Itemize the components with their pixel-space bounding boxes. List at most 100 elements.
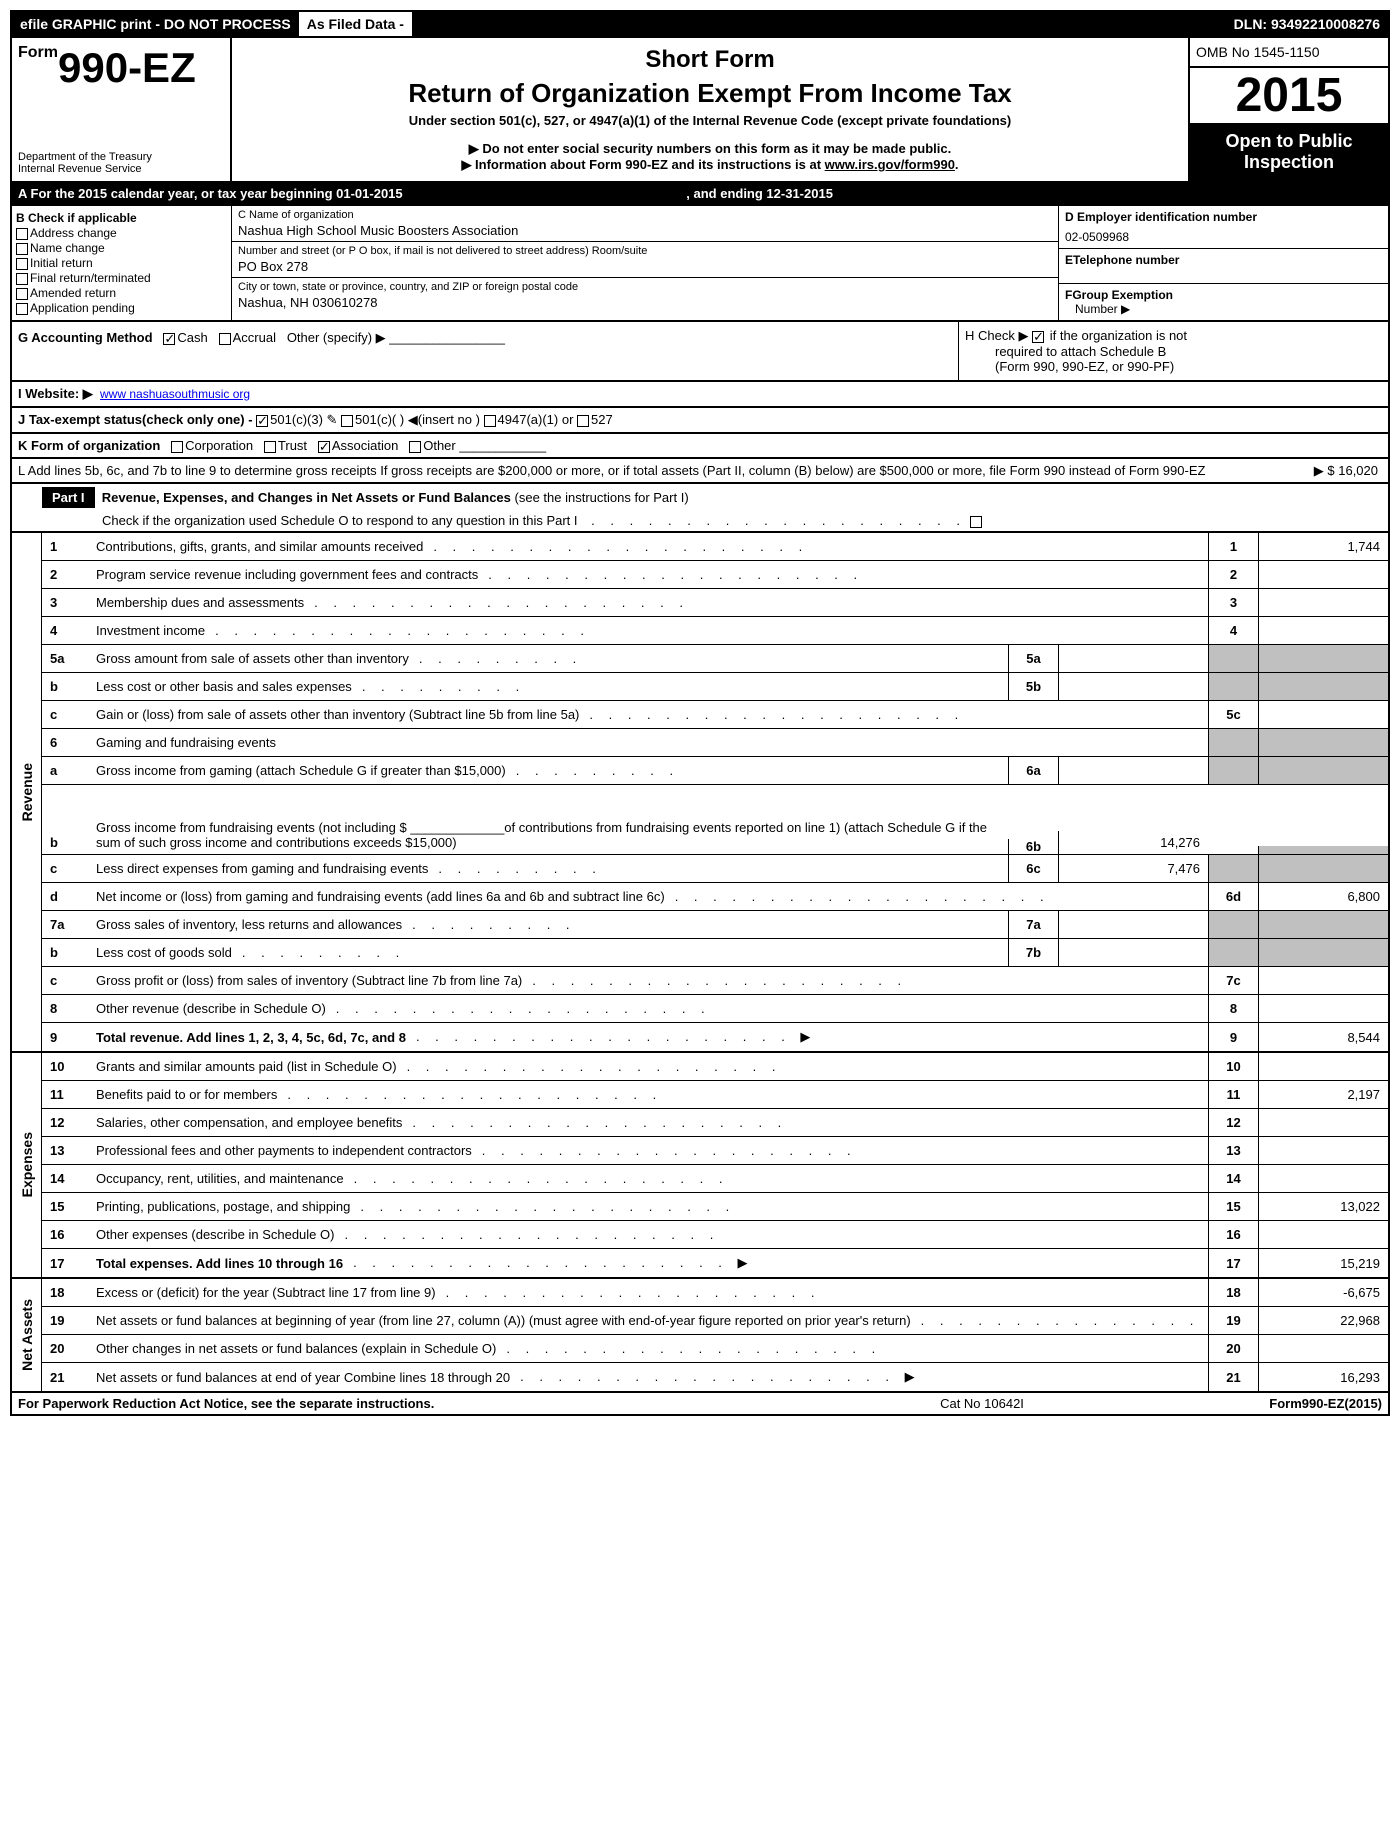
check-accrual[interactable] xyxy=(219,333,231,345)
sub-box-value xyxy=(1058,673,1208,700)
line-c: c Gross profit or (loss) from sales of i… xyxy=(42,967,1388,995)
line-box-label: 21 xyxy=(1208,1363,1258,1391)
netassets-label-col: Net Assets xyxy=(12,1279,42,1391)
header-left: Form990-EZ Department of the Treasury In… xyxy=(12,38,232,181)
line-num: c xyxy=(42,855,92,882)
line-desc: Gaming and fundraising events xyxy=(92,729,1208,756)
check-name-change[interactable]: Name change xyxy=(16,241,227,255)
line-num: 6 xyxy=(42,729,92,756)
part-1-header: Part I Revenue, Expenses, and Changes in… xyxy=(10,484,1390,533)
check-schedule-o[interactable] xyxy=(970,516,982,528)
footer-notice: For Paperwork Reduction Act Notice, see … xyxy=(18,1396,832,1411)
omb-number: OMB No 1545-1150 xyxy=(1190,38,1388,68)
line-desc: Total revenue. Add lines 1, 2, 3, 4, 5c,… xyxy=(92,1023,1208,1051)
line-desc: Less direct expenses from gaming and fun… xyxy=(92,855,1008,882)
part-1-title: Revenue, Expenses, and Changes in Net As… xyxy=(102,490,511,505)
line-box-value xyxy=(1258,1137,1388,1164)
line-num: 17 xyxy=(42,1249,92,1277)
check-schedule-b[interactable] xyxy=(1032,331,1044,343)
sub-box-value xyxy=(1058,645,1208,672)
line-desc: Total expenses. Add lines 10 through 16 … xyxy=(92,1249,1208,1277)
sub-box-value xyxy=(1058,757,1208,784)
row-a-tax-year: A For the 2015 calendar year, or tax yea… xyxy=(10,183,1390,206)
line-box-label: 11 xyxy=(1208,1081,1258,1108)
line-18: 18 Excess or (deficit) for the year (Sub… xyxy=(42,1279,1388,1307)
line-desc: Grants and similar amounts paid (list in… xyxy=(92,1053,1208,1080)
line-box-label: 10 xyxy=(1208,1053,1258,1080)
line-3: 3 Membership dues and assessments . . . … xyxy=(42,589,1388,617)
check-501c3[interactable] xyxy=(256,415,268,427)
sub-box-value: 14,276 xyxy=(1058,831,1208,854)
line-6: 6 Gaming and fundraising events xyxy=(42,729,1388,757)
check-initial-return[interactable]: Initial return xyxy=(16,256,227,270)
shaded-box xyxy=(1208,673,1258,700)
line-20: 20 Other changes in net assets or fund b… xyxy=(42,1335,1388,1363)
check-cash[interactable] xyxy=(163,333,175,345)
check-4947[interactable] xyxy=(484,415,496,427)
line-b: b Gross income from fundraising events (… xyxy=(42,785,1388,855)
gross-receipts-amount: ▶ $ 16,020 xyxy=(1314,463,1378,479)
check-address-change[interactable]: Address change xyxy=(16,226,227,240)
line-desc: Printing, publications, postage, and shi… xyxy=(92,1193,1208,1220)
line-box-label: 15 xyxy=(1208,1193,1258,1220)
check-501c[interactable] xyxy=(341,415,353,427)
check-trust[interactable] xyxy=(264,441,276,453)
shaded-box xyxy=(1208,729,1258,756)
line-num: 12 xyxy=(42,1109,92,1136)
line-num: c xyxy=(42,701,92,728)
notices: ▶ Do not enter social security numbers o… xyxy=(240,141,1180,173)
check-corporation[interactable] xyxy=(171,441,183,453)
line-desc: Professional fees and other payments to … xyxy=(92,1137,1208,1164)
line-b: b Less cost of goods sold . . . . . . . … xyxy=(42,939,1388,967)
sub-box-value: 7,476 xyxy=(1058,855,1208,882)
line-num: b xyxy=(42,673,92,700)
line-box-label: 20 xyxy=(1208,1335,1258,1362)
line-box-label: 6d xyxy=(1208,883,1258,910)
expenses-section: Expenses 10 Grants and similar amounts p… xyxy=(10,1053,1390,1279)
irs-link[interactable]: www.irs.gov/form990 xyxy=(825,157,955,172)
website-link[interactable]: www nashuasouthmusic org xyxy=(100,387,250,401)
expenses-label-col: Expenses xyxy=(12,1053,42,1277)
shaded-box xyxy=(1208,757,1258,784)
check-amended-return[interactable]: Amended return xyxy=(16,286,227,300)
check-527[interactable] xyxy=(577,415,589,427)
sub-box-value xyxy=(1058,939,1208,966)
line-num: 10 xyxy=(42,1053,92,1080)
check-association[interactable] xyxy=(318,441,330,453)
shaded-box xyxy=(1208,939,1258,966)
line-14: 14 Occupancy, rent, utilities, and maint… xyxy=(42,1165,1388,1193)
line-desc: Gross profit or (loss) from sales of inv… xyxy=(92,967,1208,994)
check-other-org[interactable] xyxy=(409,441,421,453)
line-box-label: 5c xyxy=(1208,701,1258,728)
phone-label: ETelephone number xyxy=(1065,253,1179,267)
shaded-val xyxy=(1258,846,1388,854)
line-box-value xyxy=(1258,1221,1388,1248)
form-number: Form990-EZ xyxy=(18,44,224,92)
department-label: Department of the Treasury Internal Reve… xyxy=(18,151,224,175)
subtitle: Under section 501(c), 527, or 4947(a)(1)… xyxy=(240,113,1180,128)
line-num: 14 xyxy=(42,1165,92,1192)
line-19: 19 Net assets or fund balances at beginn… xyxy=(42,1307,1388,1335)
line-box-value xyxy=(1258,1109,1388,1136)
line-1: 1 Contributions, gifts, grants, and simi… xyxy=(42,533,1388,561)
line-desc: Net assets or fund balances at beginning… xyxy=(92,1307,1208,1334)
line-desc: Contributions, gifts, grants, and simila… xyxy=(92,533,1208,560)
line-13: 13 Professional fees and other payments … xyxy=(42,1137,1388,1165)
line-11: 11 Benefits paid to or for members . . .… xyxy=(42,1081,1388,1109)
inspection-label: Open to Public Inspection xyxy=(1190,123,1388,181)
check-final-return[interactable]: Final return/terminated xyxy=(16,271,227,285)
line-8: 8 Other revenue (describe in Schedule O)… xyxy=(42,995,1388,1023)
sub-box-label: 5b xyxy=(1008,673,1058,700)
line-desc: Excess or (deficit) for the year (Subtra… xyxy=(92,1279,1208,1306)
line-box-value: 8,544 xyxy=(1258,1023,1388,1051)
netassets-section: Net Assets 18 Excess or (deficit) for th… xyxy=(10,1279,1390,1393)
line-box-value xyxy=(1258,1165,1388,1192)
revenue-label-col: Revenue xyxy=(12,533,42,1051)
line-desc: Net assets or fund balances at end of ye… xyxy=(92,1363,1208,1391)
line-desc: Gross sales of inventory, less returns a… xyxy=(92,911,1008,938)
line-desc: Gain or (loss) from sale of assets other… xyxy=(92,701,1208,728)
check-application-pending[interactable]: Application pending xyxy=(16,301,227,315)
line-box-label: 13 xyxy=(1208,1137,1258,1164)
dln-label: DLN: 93492210008276 xyxy=(1226,12,1388,36)
line-21: 21 Net assets or fund balances at end of… xyxy=(42,1363,1388,1391)
